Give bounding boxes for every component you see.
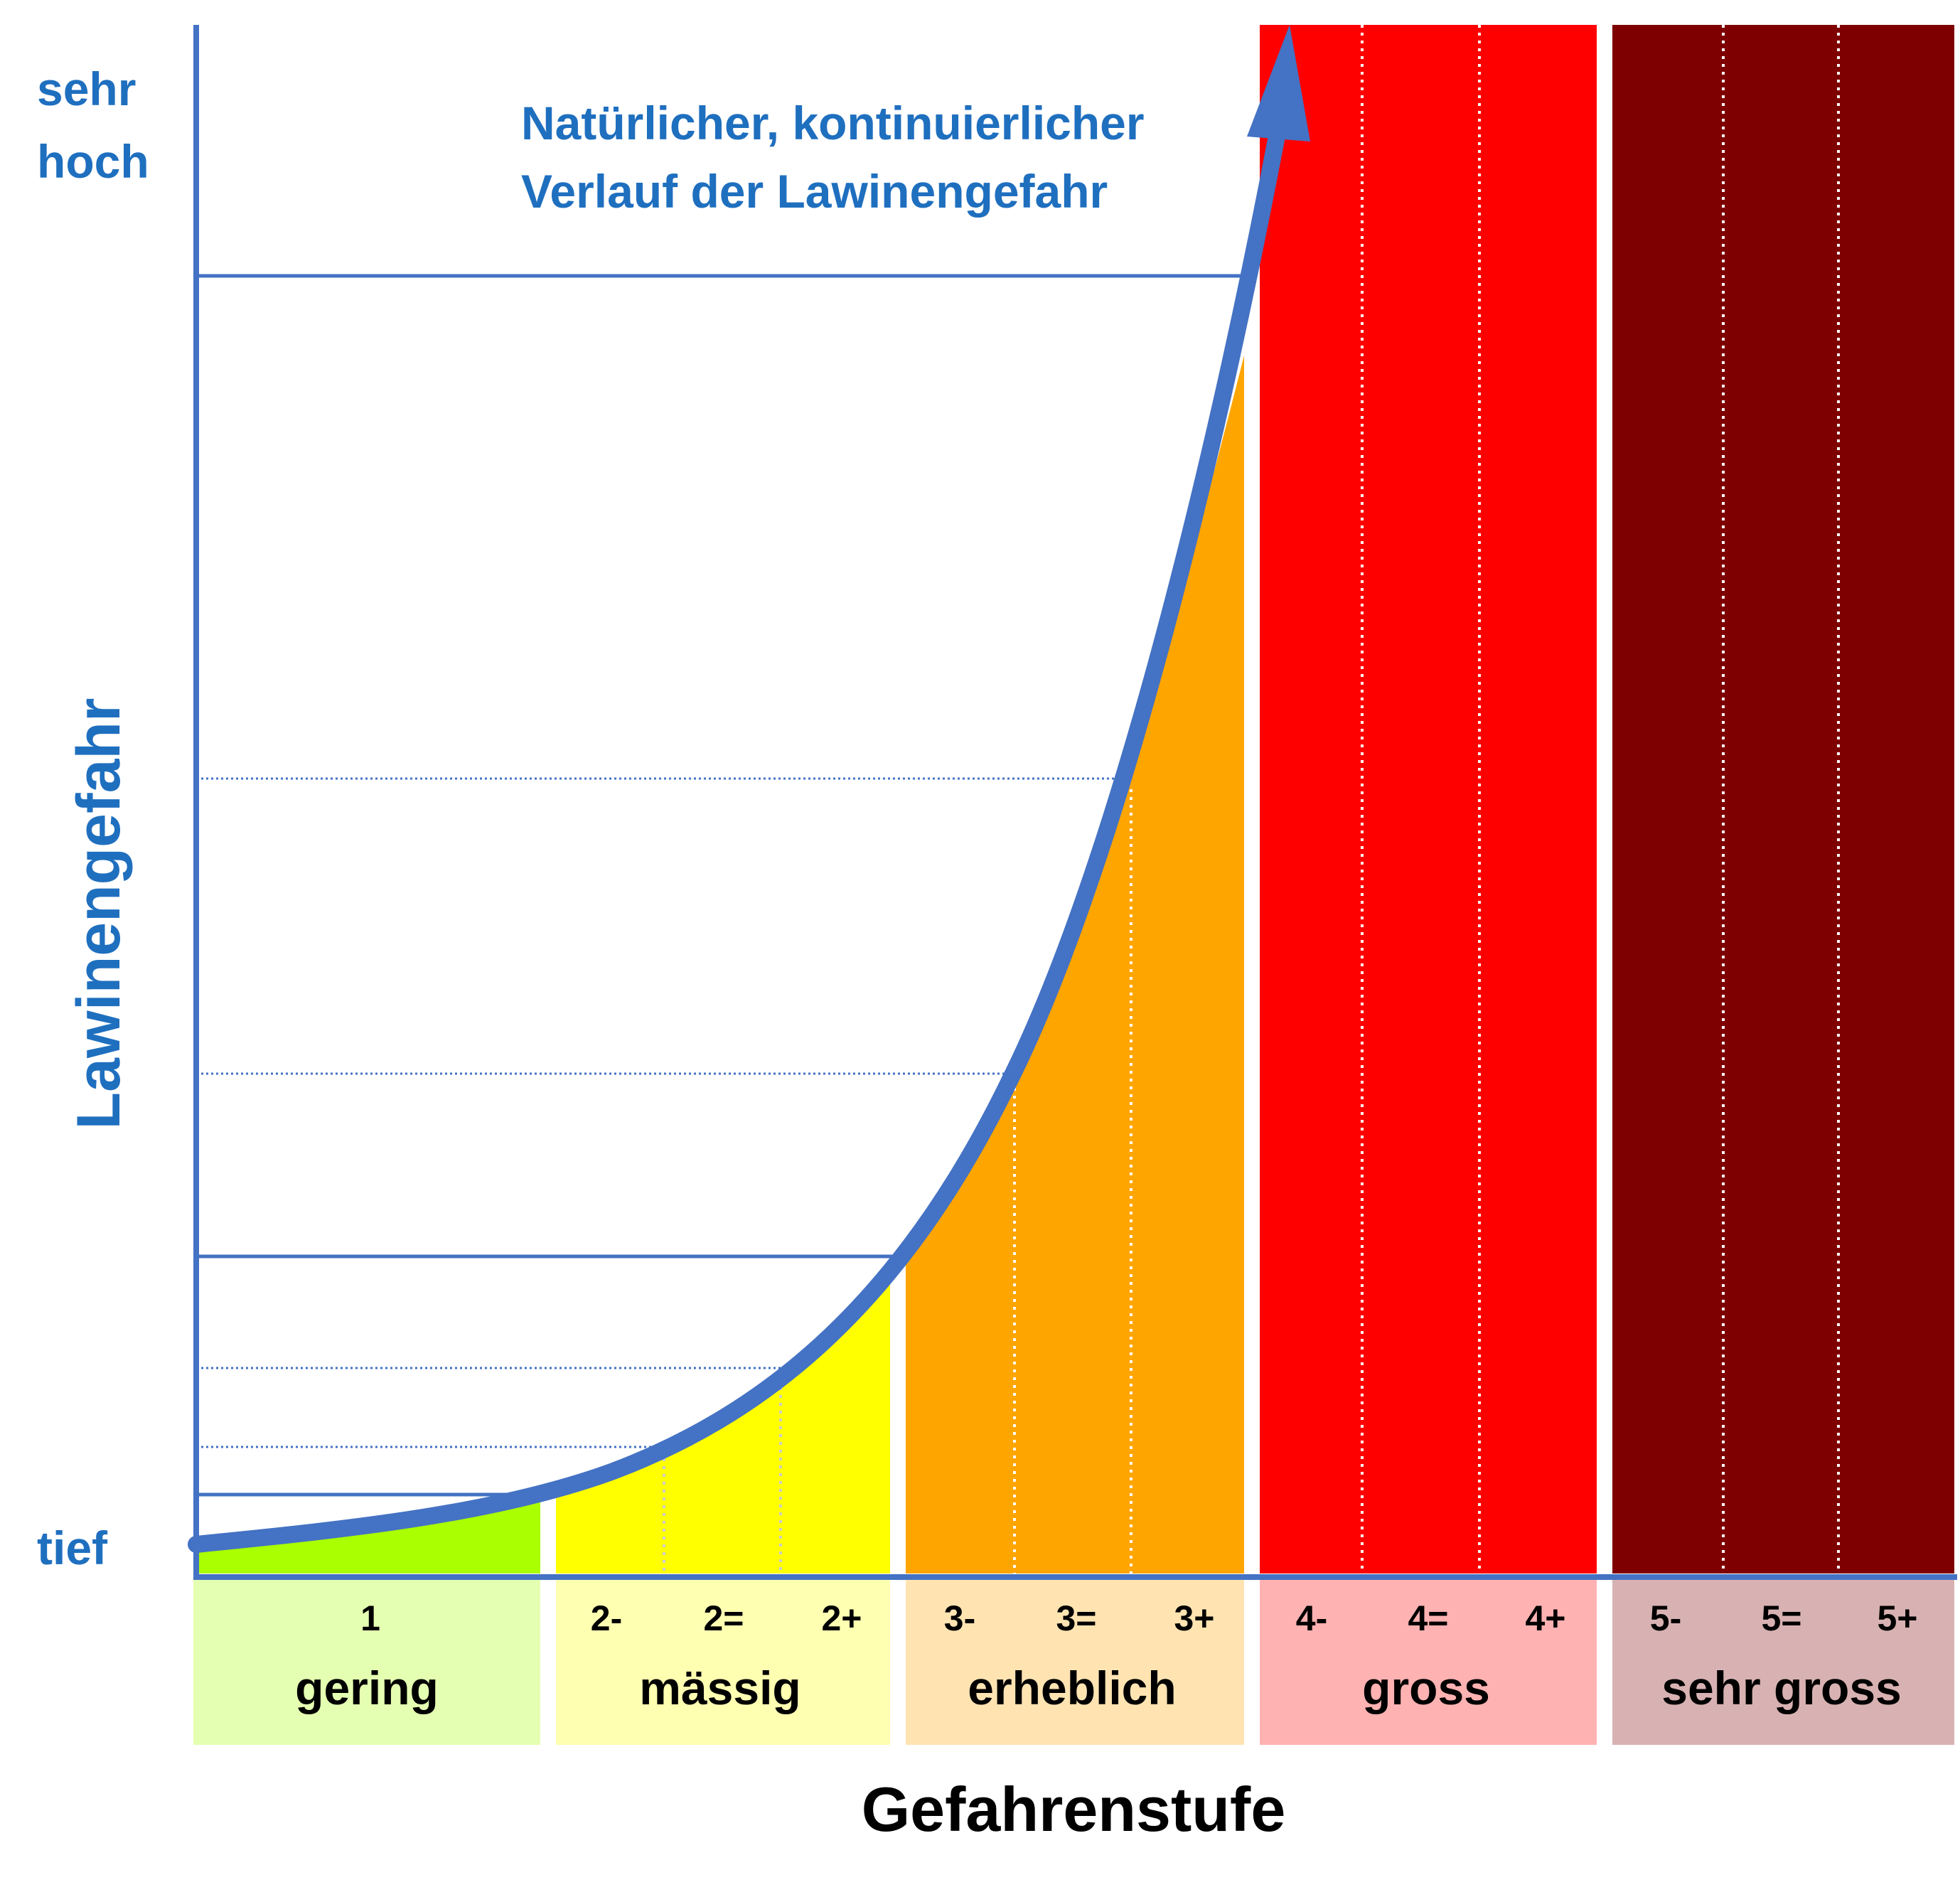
level-bands [193, 1580, 1954, 1745]
sublevel-label-3-eq: 3= [1056, 1598, 1096, 1638]
fill-level-4 [1260, 25, 1597, 1574]
y-axis-top-label-line2: hoch [37, 135, 149, 188]
x-axis-title: Gefahrenstufe [862, 1774, 1286, 1844]
sublevel-label-5-minus: 5- [1650, 1598, 1681, 1638]
band-level-4 [1260, 1580, 1597, 1745]
sublevel-label-2-plus: 2+ [821, 1598, 862, 1638]
sublevel-label-3-plus: 3+ [1174, 1598, 1214, 1638]
sublevel-label-2-eq: 2= [703, 1598, 744, 1638]
level-name-gering: gering [295, 1662, 439, 1714]
fill-level-5 [1612, 25, 1954, 1574]
danger-fills [199, 25, 1954, 1574]
y-axis-title: Lawinengefahr [65, 698, 133, 1130]
labels: sehr hoch tief Lawinengefahr Natürlicher… [37, 63, 1918, 1844]
level-name-erheblich: erheblich [968, 1662, 1176, 1714]
reference-lines [196, 274, 1251, 1497]
level-name-sehr-gross: sehr gross [1661, 1662, 1901, 1714]
band-level-1 [193, 1580, 540, 1745]
band-level-2 [556, 1580, 890, 1745]
level-name-gross: gross [1362, 1662, 1490, 1714]
sublevel-label-4-eq: 4= [1408, 1598, 1448, 1638]
sublevel-label-3-minus: 3- [944, 1598, 975, 1638]
danger-curve [188, 25, 1310, 1553]
sublevel-label-5-eq: 5= [1761, 1598, 1801, 1638]
curve-annotation-line1: Natürlicher, kontinuierlicher [521, 97, 1145, 149]
y-axis-top-label-line1: sehr [37, 63, 136, 115]
fill-level-3 [906, 356, 1244, 1574]
curve-annotation-line2: Verlauf der Lawinengefahr [521, 165, 1108, 218]
curve-line [188, 112, 1288, 1553]
sublevel-label-5-plus: 5+ [1877, 1598, 1917, 1638]
sublevel-label-2-minus: 2- [591, 1598, 622, 1638]
y-axis-bottom-label: tief [37, 1522, 108, 1574]
fill-level-2 [556, 1269, 890, 1574]
band-level-3 [906, 1580, 1244, 1745]
curve-arrow-head-icon [1247, 25, 1310, 141]
sublevel-label-4-plus: 4+ [1525, 1598, 1565, 1638]
band-level-5 [1612, 1580, 1954, 1745]
sublevel-label-1: 1 [360, 1598, 380, 1638]
sublevel-label-4-minus: 4- [1296, 1598, 1327, 1638]
level-name-massig: mässig [639, 1662, 800, 1714]
axes [193, 25, 1957, 1580]
